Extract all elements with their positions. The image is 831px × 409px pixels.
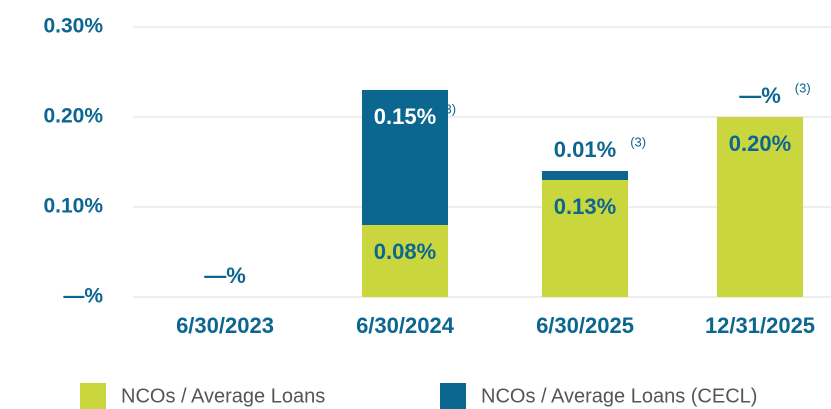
footnote: (3) bbox=[440, 101, 456, 116]
value-label: 0.15% bbox=[374, 104, 436, 129]
value-label: 0.13% bbox=[554, 194, 616, 219]
footnote: (3) bbox=[795, 80, 811, 95]
value-label: 0.08% bbox=[374, 239, 436, 264]
y-tick-label: 0.10% bbox=[43, 195, 103, 218]
x-tick-label: 6/30/2023 bbox=[176, 313, 274, 338]
value-label: 0.01% bbox=[554, 137, 616, 162]
value-label: 0.20% bbox=[729, 131, 791, 156]
bar-segment bbox=[542, 180, 628, 297]
y-tick-label: —% bbox=[63, 285, 103, 308]
value-label: —% bbox=[204, 263, 246, 288]
bar-segment bbox=[362, 90, 448, 225]
footnote: (3) bbox=[630, 134, 646, 149]
x-tick-label: 6/30/2024 bbox=[356, 313, 455, 338]
legend-label: NCOs / Average Loans bbox=[121, 385, 325, 407]
bar-segment bbox=[542, 171, 628, 180]
bar-segment bbox=[717, 117, 803, 297]
x-tick-label: 12/31/2025 bbox=[705, 313, 815, 338]
x-tick-label: 6/30/2025 bbox=[536, 313, 634, 338]
legend-swatch bbox=[440, 383, 466, 409]
bar-segment bbox=[362, 225, 448, 297]
y-tick-label: 0.20% bbox=[43, 105, 103, 128]
y-tick-label: 0.30% bbox=[43, 15, 103, 38]
legend-swatch bbox=[80, 383, 106, 409]
value-label: —% bbox=[739, 83, 781, 108]
legend-label: NCOs / Average Loans (CECL) bbox=[481, 385, 757, 407]
